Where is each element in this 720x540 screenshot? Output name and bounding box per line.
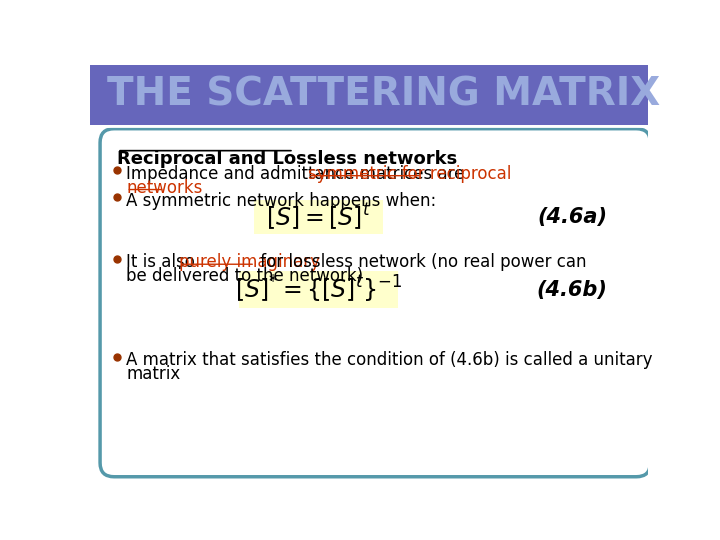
Text: $[S]^{*} = \{[S]^{t}\}^{-1}$: $[S]^{*} = \{[S]^{t}\}^{-1}$	[235, 274, 402, 305]
Text: for lossless network (no real power can: for lossless network (no real power can	[255, 253, 587, 272]
Text: Impedance and admittance matrices are: Impedance and admittance matrices are	[127, 165, 470, 183]
Text: $[S] = [S]^{t}$: $[S] = [S]^{t}$	[266, 202, 372, 232]
FancyBboxPatch shape	[90, 65, 648, 125]
Text: It is also: It is also	[127, 253, 201, 272]
Text: (4.6b): (4.6b)	[537, 280, 608, 300]
Text: Reciprocal and Lossless networks: Reciprocal and Lossless networks	[117, 150, 457, 167]
Text: purely imaginary: purely imaginary	[179, 253, 320, 272]
FancyBboxPatch shape	[239, 271, 398, 308]
Text: A symmetric network happens when:: A symmetric network happens when:	[127, 192, 436, 210]
Text: THE SCATTERING MATRIX: THE SCATTERING MATRIX	[107, 76, 660, 114]
Text: be delivered to the network): be delivered to the network)	[127, 267, 364, 285]
Text: matrix: matrix	[127, 365, 181, 383]
Text: (4.6a): (4.6a)	[538, 207, 608, 227]
FancyBboxPatch shape	[100, 129, 650, 477]
FancyBboxPatch shape	[254, 200, 383, 234]
Text: networks: networks	[127, 179, 203, 197]
Text: symmetric for reciprocal: symmetric for reciprocal	[307, 165, 511, 183]
Text: A matrix that satisfies the condition of (4.6b) is called a unitary: A matrix that satisfies the condition of…	[127, 351, 653, 369]
